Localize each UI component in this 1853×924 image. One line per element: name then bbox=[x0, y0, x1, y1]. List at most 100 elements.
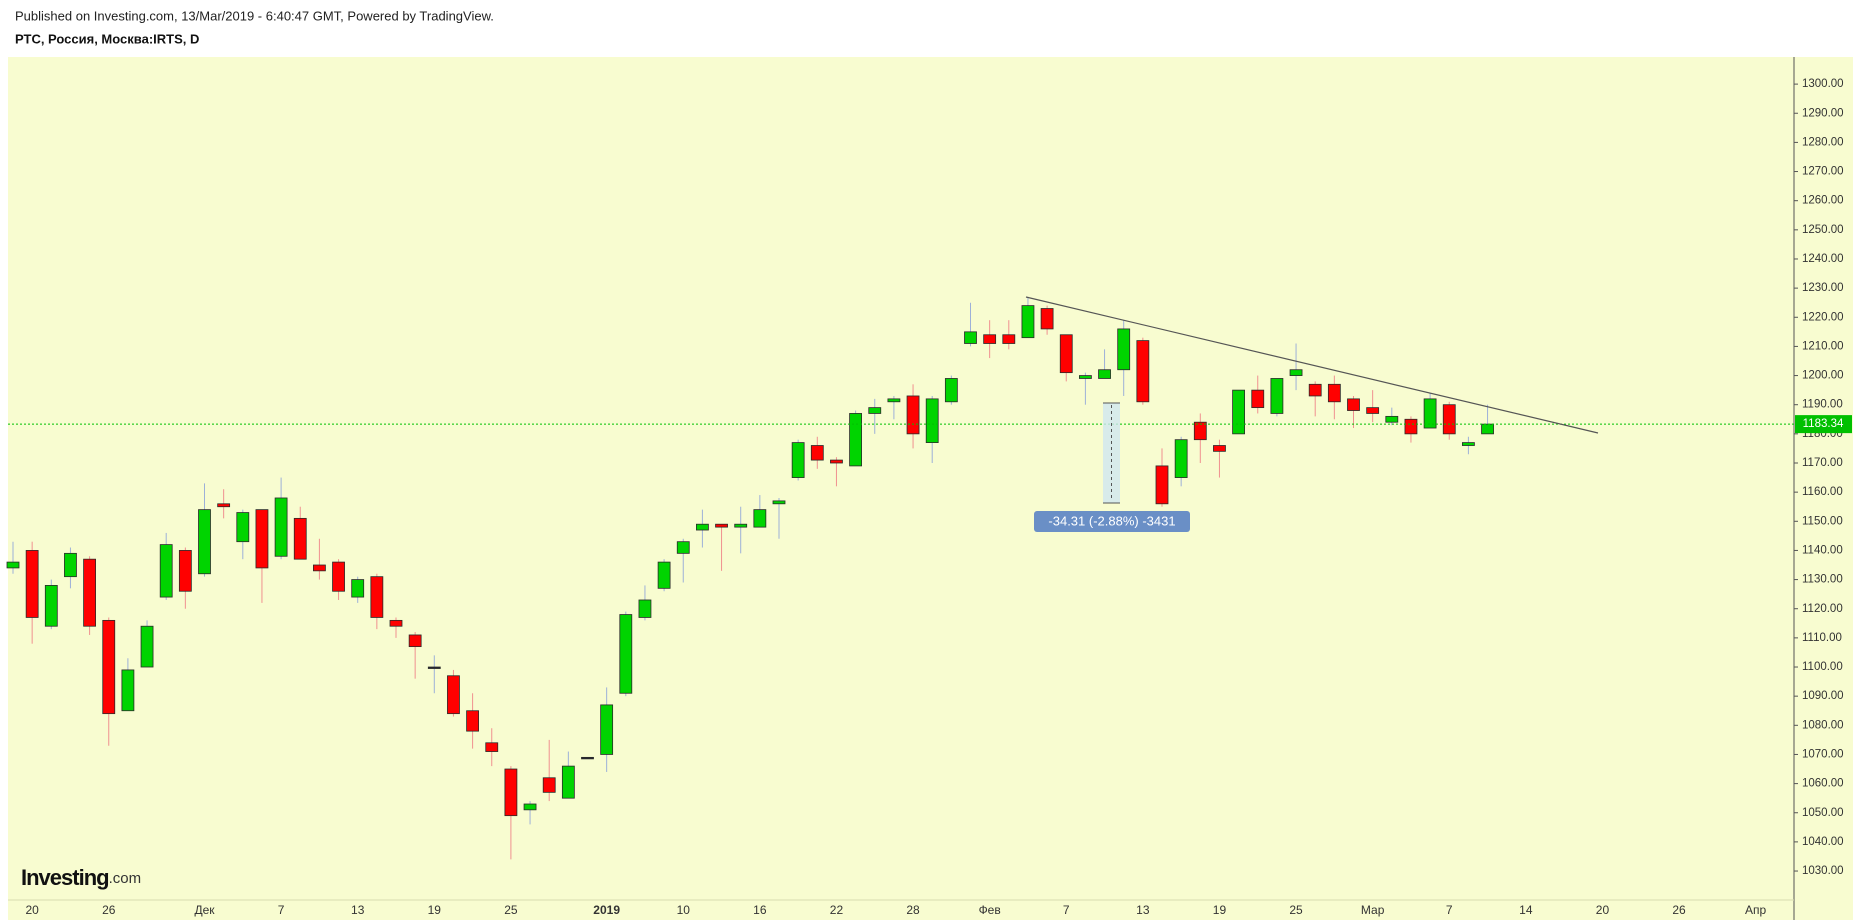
candle-body bbox=[696, 523, 709, 531]
candle-body bbox=[466, 710, 480, 732]
candle-body bbox=[753, 509, 767, 528]
x-tick-label: 19 bbox=[1213, 903, 1227, 917]
candle-body bbox=[1308, 383, 1322, 397]
candle-body bbox=[1021, 305, 1035, 339]
y-tick-label: 1250.00 bbox=[1802, 224, 1844, 236]
candle-body bbox=[1404, 418, 1418, 435]
y-tick-label: 1200.00 bbox=[1802, 370, 1844, 382]
y-tick-label: 1050.00 bbox=[1802, 807, 1844, 819]
candle-body bbox=[121, 669, 135, 712]
candle-body bbox=[370, 576, 384, 618]
candle-body bbox=[198, 509, 211, 575]
candle-body bbox=[657, 561, 671, 589]
y-tick-label: 1030.00 bbox=[1802, 865, 1844, 877]
y-tick-label: 1280.00 bbox=[1802, 136, 1844, 148]
y-tick-label: 1070.00 bbox=[1802, 748, 1844, 760]
candle-body bbox=[1174, 439, 1188, 478]
candle-body bbox=[1347, 398, 1360, 411]
x-tick-label: 22 bbox=[830, 903, 844, 917]
candle-body bbox=[1251, 389, 1265, 409]
candle-body bbox=[1079, 375, 1092, 379]
candle-body bbox=[868, 407, 882, 414]
x-tick-label: 20 bbox=[1596, 903, 1610, 917]
y-tick-label: 1210.00 bbox=[1802, 340, 1844, 352]
x-tick-label: 7 bbox=[1446, 903, 1453, 917]
candle-body bbox=[638, 599, 652, 618]
candle-body bbox=[1327, 383, 1341, 403]
candle-body bbox=[523, 803, 537, 811]
candle-body bbox=[1462, 442, 1475, 446]
measure-label: -34.31 (-2.88%) -3431 bbox=[1048, 513, 1175, 528]
candle-body bbox=[217, 503, 231, 508]
x-tick-label: Дек bbox=[194, 903, 215, 917]
candle-body bbox=[1481, 423, 1494, 435]
candle-body bbox=[830, 459, 843, 464]
logo-main: Investing bbox=[21, 865, 109, 890]
candle-body bbox=[236, 512, 250, 543]
logo-suffix: .com bbox=[109, 870, 142, 887]
x-tick-label: 13 bbox=[1136, 903, 1150, 917]
candle-body bbox=[44, 585, 58, 627]
y-tick-label: 1150.00 bbox=[1802, 515, 1843, 527]
candle-body bbox=[102, 619, 116, 715]
candle-body bbox=[1385, 415, 1399, 423]
candle-body bbox=[447, 675, 460, 715]
y-tick-label: 1100.00 bbox=[1802, 661, 1843, 673]
candle-body bbox=[6, 561, 20, 569]
x-tick-label: Апр bbox=[1745, 903, 1767, 917]
candle-body bbox=[25, 550, 39, 618]
candle-body bbox=[772, 500, 786, 505]
candle-body bbox=[408, 634, 422, 648]
candle-body bbox=[810, 445, 824, 461]
y-tick-label: 1120.00 bbox=[1802, 603, 1843, 615]
candle-body bbox=[1040, 308, 1054, 330]
candle-body bbox=[1213, 445, 1226, 452]
candle-body bbox=[1059, 334, 1073, 374]
y-tick-label: 1300.00 bbox=[1802, 78, 1844, 90]
y-tick-label: 1270.00 bbox=[1802, 166, 1844, 178]
y-tick-label: 1220.00 bbox=[1802, 311, 1844, 323]
candle-body bbox=[906, 395, 920, 435]
published-note: Published on Investing.com, 13/Mar/2019 … bbox=[15, 8, 494, 23]
y-tick-label: 1190.00 bbox=[1802, 399, 1843, 411]
candle-body bbox=[1289, 369, 1303, 376]
y-tick-label: 1130.00 bbox=[1802, 574, 1843, 586]
current-price-label: 1183.34 bbox=[1803, 418, 1844, 430]
y-tick-label: 1260.00 bbox=[1802, 195, 1844, 207]
x-tick-label: 20 bbox=[25, 903, 39, 917]
candle-body bbox=[1002, 334, 1016, 344]
candle-body bbox=[1098, 369, 1111, 379]
candle-body bbox=[140, 625, 154, 668]
candle-body bbox=[332, 561, 345, 592]
candle-body bbox=[1366, 407, 1380, 414]
trend-line bbox=[1025, 296, 1599, 434]
candle-body bbox=[485, 742, 499, 752]
y-tick-label: 1060.00 bbox=[1802, 778, 1844, 790]
candle-body bbox=[1442, 404, 1456, 435]
current-price-box bbox=[1795, 415, 1852, 434]
x-tick-label: 10 bbox=[677, 903, 691, 917]
x-tick-label: 26 bbox=[102, 903, 116, 917]
candle-body bbox=[1155, 465, 1169, 505]
candle-body bbox=[178, 550, 192, 592]
candle-body bbox=[1232, 389, 1245, 435]
x-tick-label: 16 bbox=[753, 903, 767, 917]
y-tick-label: 1090.00 bbox=[1802, 690, 1844, 702]
candle-body bbox=[925, 398, 939, 443]
x-tick-label: 19 bbox=[428, 903, 442, 917]
candle-body bbox=[312, 564, 326, 572]
candle-body bbox=[255, 509, 269, 569]
y-tick-label: 1240.00 bbox=[1802, 253, 1844, 265]
candle-body bbox=[159, 544, 173, 598]
candle-body bbox=[351, 579, 365, 598]
candle-body bbox=[1423, 398, 1437, 429]
y-tick-label: 1110.00 bbox=[1802, 632, 1842, 644]
y-tick-label: 1160.00 bbox=[1802, 486, 1843, 498]
candle-body bbox=[849, 413, 862, 467]
candle-body bbox=[274, 497, 288, 557]
candle-body bbox=[293, 517, 307, 560]
y-tick-label: 1290.00 bbox=[1802, 107, 1844, 119]
candle-body bbox=[581, 756, 594, 760]
candle-body bbox=[715, 523, 728, 528]
